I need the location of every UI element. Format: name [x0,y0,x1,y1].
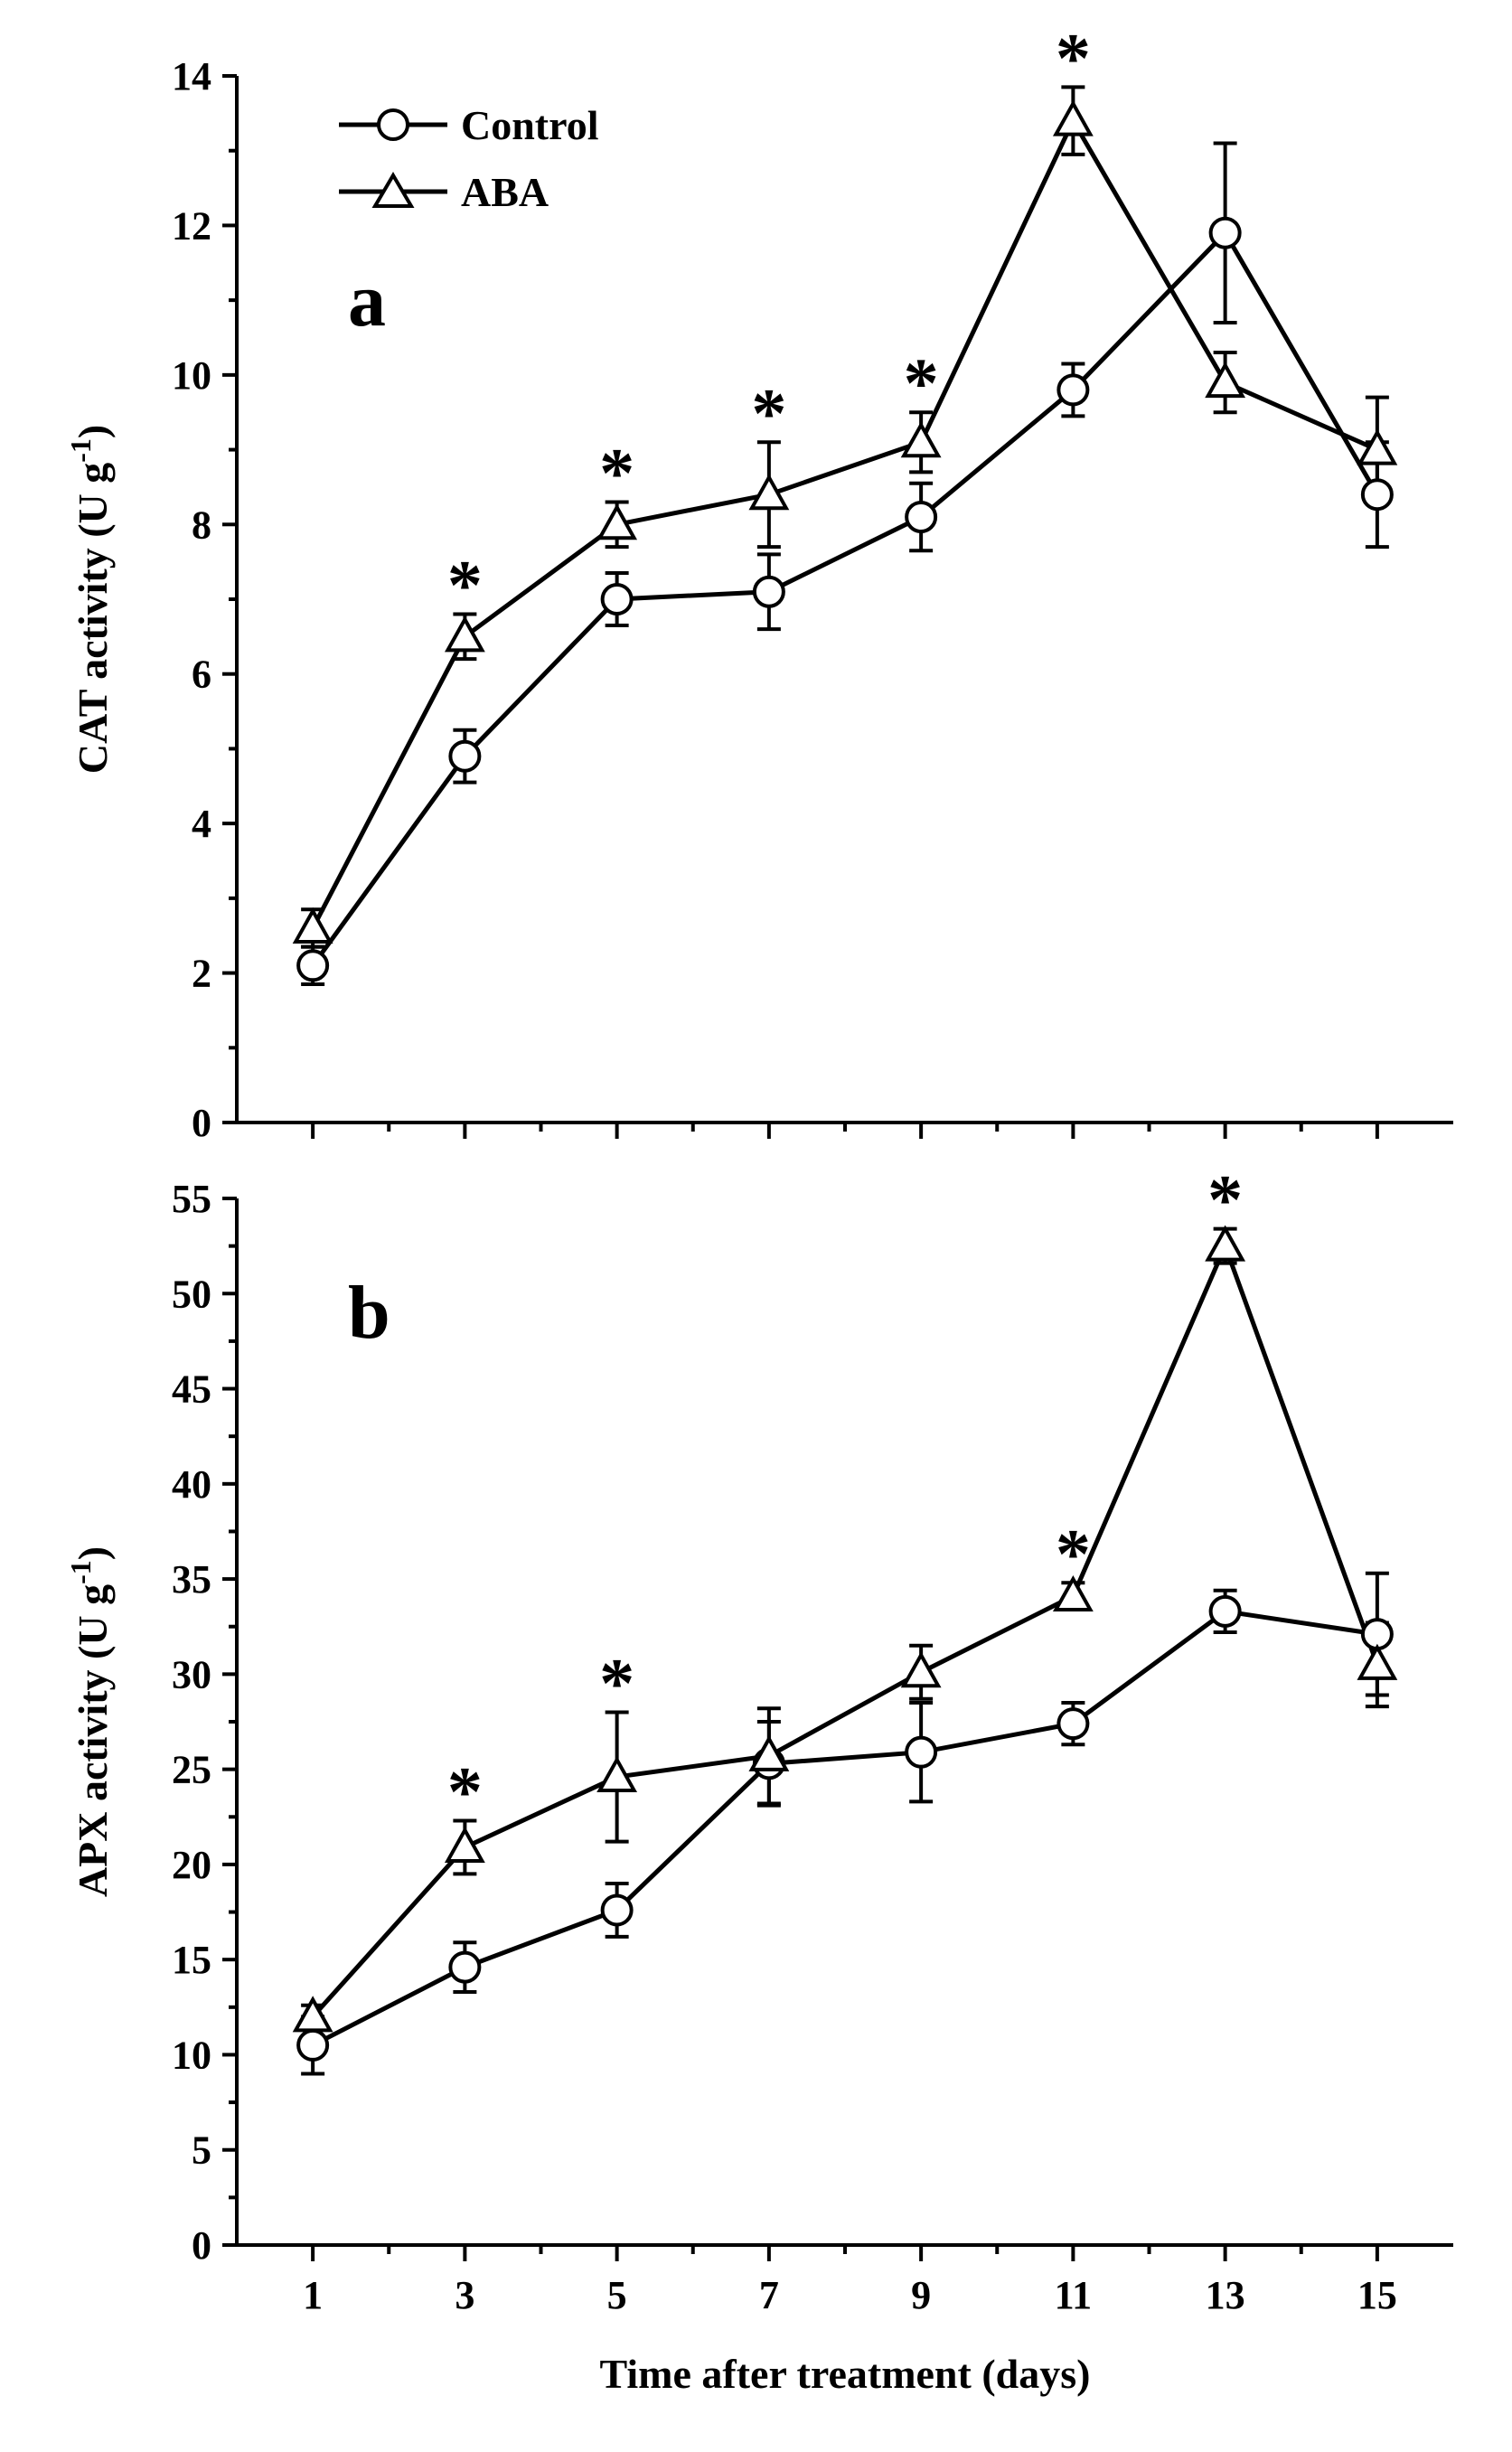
panel-a-y-axis-title-close: ) [70,425,116,438]
panel-b-aba-point [1052,1574,1094,1612]
panel-a-significance-star: * [751,373,786,452]
panel-b-aba-line [311,1239,1380,2019]
panel-b-aba-point [444,1826,485,1863]
panel-b-y-tick-label: 5 [192,2128,211,2173]
panel-b-y-tick-label: 40 [172,1462,211,1507]
panel-a-series: * * * * * [292,18,1398,986]
panel-a-control-point [1360,478,1394,512]
panel-b-y-axis-title-close: ) [70,1546,116,1560]
panel-a-y-tick-label: 0 [192,1101,211,1145]
panel-b-x-tick-label: 7 [759,2273,779,2317]
panel-b-aba-point [748,1734,790,1771]
panel-a-control-point [296,949,330,982]
legend-control-label: Control [461,102,599,148]
panel-a-y-tick-label: 12 [172,203,211,248]
panel-b-y-axis-title-sup: -1 [64,1560,97,1584]
panel-b-significance-star: * [447,1752,483,1830]
panel-a-y-axis-title-main: CAT activity (U g [70,463,116,775]
panel-b-control-line [311,1609,1378,2048]
panel-b-x-tick-label: 5 [607,2273,627,2317]
panel-a-control-point [1208,216,1242,249]
panel-b-significance-star: * [599,1643,634,1722]
panel-b-x-tick-label: 15 [1357,2273,1397,2317]
panel-a-letter: a [348,258,386,343]
panel-a-y-axis-title-sup: -1 [64,438,97,463]
panel-b-letter: b [348,1271,390,1355]
panel-b-x-tick-label: 11 [1055,2273,1093,2317]
panel-a-aba-point [1357,428,1398,465]
panel-a-y-tick-label: 4 [192,802,211,846]
panel-b-x-tick-label: 13 [1206,2273,1245,2317]
panel-b-y-tick-label: 45 [172,1367,211,1412]
panel-a-aba-point [1205,362,1246,399]
panel-b-x-tick-label: 1 [303,2273,323,2317]
panel-b-control-point [1208,1594,1242,1628]
legend: Control ABA [339,102,599,215]
panel-b-y-tick-label: 25 [172,1748,211,1792]
panel-b-control-point [600,1893,634,1927]
panel-a-significance-star: * [599,433,634,512]
panel-a-aba-point [444,615,485,653]
panel-b-aba-point [1357,1643,1398,1680]
panel-b-y-tick-label: 15 [172,1938,211,1982]
panel-b-aba-point [292,1996,333,2033]
panel-a-y-axis-title: CAT activity (U g-1) [64,425,116,775]
panel-a-significance-star: * [1056,18,1091,97]
panel-b-control-point [1057,1707,1090,1741]
panel-b-aba-point [1205,1225,1246,1262]
panel-a-aba-point [748,474,790,511]
panel-a-axes: 0 2 4 6 8 10 12 14 [172,54,1453,1145]
panel-b-significance-star: * [1207,1160,1243,1239]
panel-b-aba-point [900,1651,942,1688]
panel-b-control-point [296,2028,330,2062]
panel-b-y-tick-label: 20 [172,1843,211,1887]
panel-a-control-line [311,229,1380,967]
panel-a-aba-point [596,503,638,540]
panel-a-significance-star: * [447,546,483,625]
legend-control-marker [377,108,409,141]
panel-a-control-point [600,583,634,615]
panel-b-y-tick-label: 35 [172,1557,211,1602]
panel-b-control-point [448,1950,482,1984]
panel-a-control-point [752,575,785,608]
panel-b-y-tick-label: 55 [172,1177,211,1221]
panel-a-y-tick-label: 2 [192,952,211,996]
panel-b-aba-point [596,1755,638,1793]
panel-b-y-axis-title-main: APX activity (U g [70,1584,116,1897]
panel-a-aba-line [310,116,1378,930]
panel-a-significance-star: * [904,343,939,422]
legend-aba-label: ABA [461,169,549,215]
panel-b-y-tick-label: 50 [172,1272,211,1316]
panel-a-y-tick-label: 6 [192,653,211,697]
panel-a-control-point [905,501,938,534]
x-axis-title: Time after treatment (days) [600,2351,1091,2397]
panel-a-cat-chart: 0 2 4 6 8 10 12 14 * * * * * a CAT activity (U g-1)… [64,18,1453,1145]
panel-b-x-tick-label: 3 [455,2273,474,2317]
panel-b-y-tick-label: 10 [172,2033,211,2077]
panel-a-y-tick-label: 8 [192,503,211,547]
panel-b-x-tick-label: 9 [911,2273,931,2317]
panel-a-y-tick-label: 10 [172,353,211,398]
legend-aba-marker [371,172,415,208]
panel-b-series: * * * * [292,1160,1398,2076]
panel-a-aba-point [292,907,333,944]
panel-b-y-axis-title: APX activity (U g-1) [64,1546,116,1897]
panel-a-y-tick-label: 14 [172,54,211,99]
panel-b-y-tick-label: 0 [192,2223,211,2268]
panel-b-control-point [905,1735,938,1769]
panel-b-y-tick-label: 30 [172,1652,211,1696]
panel-a-control-point [448,739,482,773]
panel-a-aba-point [1052,99,1094,136]
panel-a-control-point [1057,373,1090,407]
panel-a-aba-point [900,421,942,458]
panel-b-significance-star: * [1056,1514,1091,1592]
